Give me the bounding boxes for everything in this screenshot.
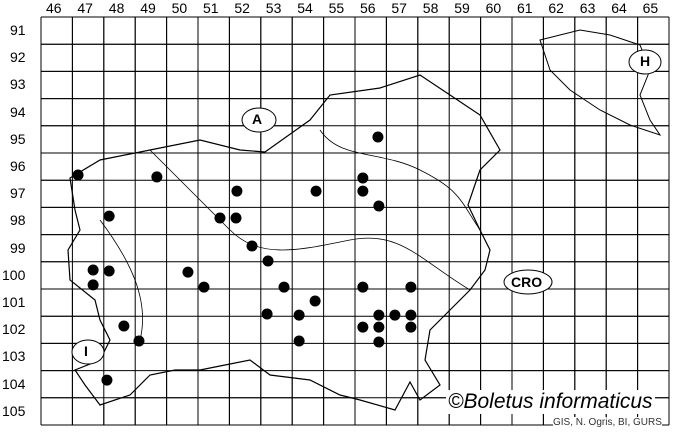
record-dot [133, 335, 145, 347]
column-label: 64 [611, 0, 627, 16]
record-dot [357, 321, 369, 333]
column-label: 46 [46, 0, 62, 16]
country-label-italy: I [84, 343, 88, 359]
country-label-ellipse [628, 49, 662, 75]
row-label: 94 [10, 103, 26, 120]
river [149, 149, 471, 291]
column-label: 54 [297, 0, 313, 16]
record-dot [231, 185, 243, 197]
record-dot [118, 320, 130, 332]
row-label: 93 [10, 76, 26, 93]
record-dot [103, 265, 115, 277]
record-dot [101, 374, 113, 386]
column-label: 58 [422, 0, 439, 16]
column-label: 56 [360, 0, 376, 16]
row-label: 100 [2, 266, 26, 283]
row-label: 95 [10, 130, 26, 147]
record-dot [198, 281, 210, 293]
row-label: 92 [10, 49, 26, 66]
column-label: 60 [485, 0, 502, 16]
country-label-hungary: H [640, 53, 651, 69]
row-label: 91 [10, 22, 26, 38]
column-label: 57 [391, 0, 407, 16]
row-label: 99 [10, 239, 26, 256]
record-dot [357, 281, 369, 293]
record-dot [389, 309, 401, 321]
column-label: 48 [108, 0, 125, 16]
record-dot [72, 169, 84, 181]
record-dot [405, 309, 417, 321]
record-dot [373, 200, 385, 212]
row-label: 101 [2, 294, 26, 310]
country-label-austria: A [252, 111, 263, 127]
record-dot [372, 131, 384, 143]
record-dot [262, 255, 274, 267]
river [319, 129, 481, 231]
column-label: 55 [328, 0, 345, 16]
row-label: 105 [2, 402, 26, 419]
record-dot [182, 266, 194, 278]
column-label: 53 [265, 0, 282, 16]
row-label: 96 [10, 158, 26, 174]
record-dot [373, 336, 385, 348]
column-label: 59 [454, 0, 470, 16]
hungary-border [539, 29, 662, 136]
record-dot [151, 171, 163, 183]
record-dot [261, 308, 273, 320]
country-border [67, 74, 501, 411]
record-dot [246, 240, 258, 252]
record-dot [87, 279, 99, 291]
column-label: 50 [171, 0, 188, 16]
record-dot [214, 212, 226, 224]
column-label: 61 [517, 0, 533, 16]
column-label: 47 [77, 0, 93, 16]
record-dot [230, 212, 242, 224]
record-dot [87, 264, 99, 276]
row-label: 104 [2, 375, 26, 392]
column-label: 52 [234, 0, 250, 16]
row-label: 102 [2, 321, 26, 338]
column-label: 62 [548, 0, 564, 16]
record-dot [357, 172, 369, 184]
row-label: 97 [10, 185, 26, 202]
country-label-ellipse [71, 339, 105, 365]
record-dot [278, 281, 290, 293]
column-label: 51 [203, 0, 219, 16]
record-dot [405, 321, 417, 333]
country-label-croatia: CRO [511, 274, 543, 290]
record-dot [293, 335, 305, 347]
record-dot [373, 321, 385, 333]
record-dot [310, 185, 322, 197]
record-dot [405, 281, 417, 293]
row-label: 98 [10, 212, 26, 229]
record-dot [373, 309, 385, 321]
column-label: 65 [642, 0, 659, 16]
country-label-ellipse [241, 107, 277, 133]
data-source: GIS, N. Ogris, BI, GURS [553, 417, 662, 428]
record-dot [309, 295, 321, 307]
copyright-credit: ©Boletus informaticus [446, 390, 655, 414]
record-dot [103, 210, 115, 222]
country-label-ellipse [503, 269, 553, 295]
record-dot [357, 185, 369, 197]
column-label: 63 [579, 0, 596, 16]
column-label: 49 [140, 0, 156, 16]
row-label: 103 [2, 348, 26, 365]
record-dot [293, 309, 305, 321]
